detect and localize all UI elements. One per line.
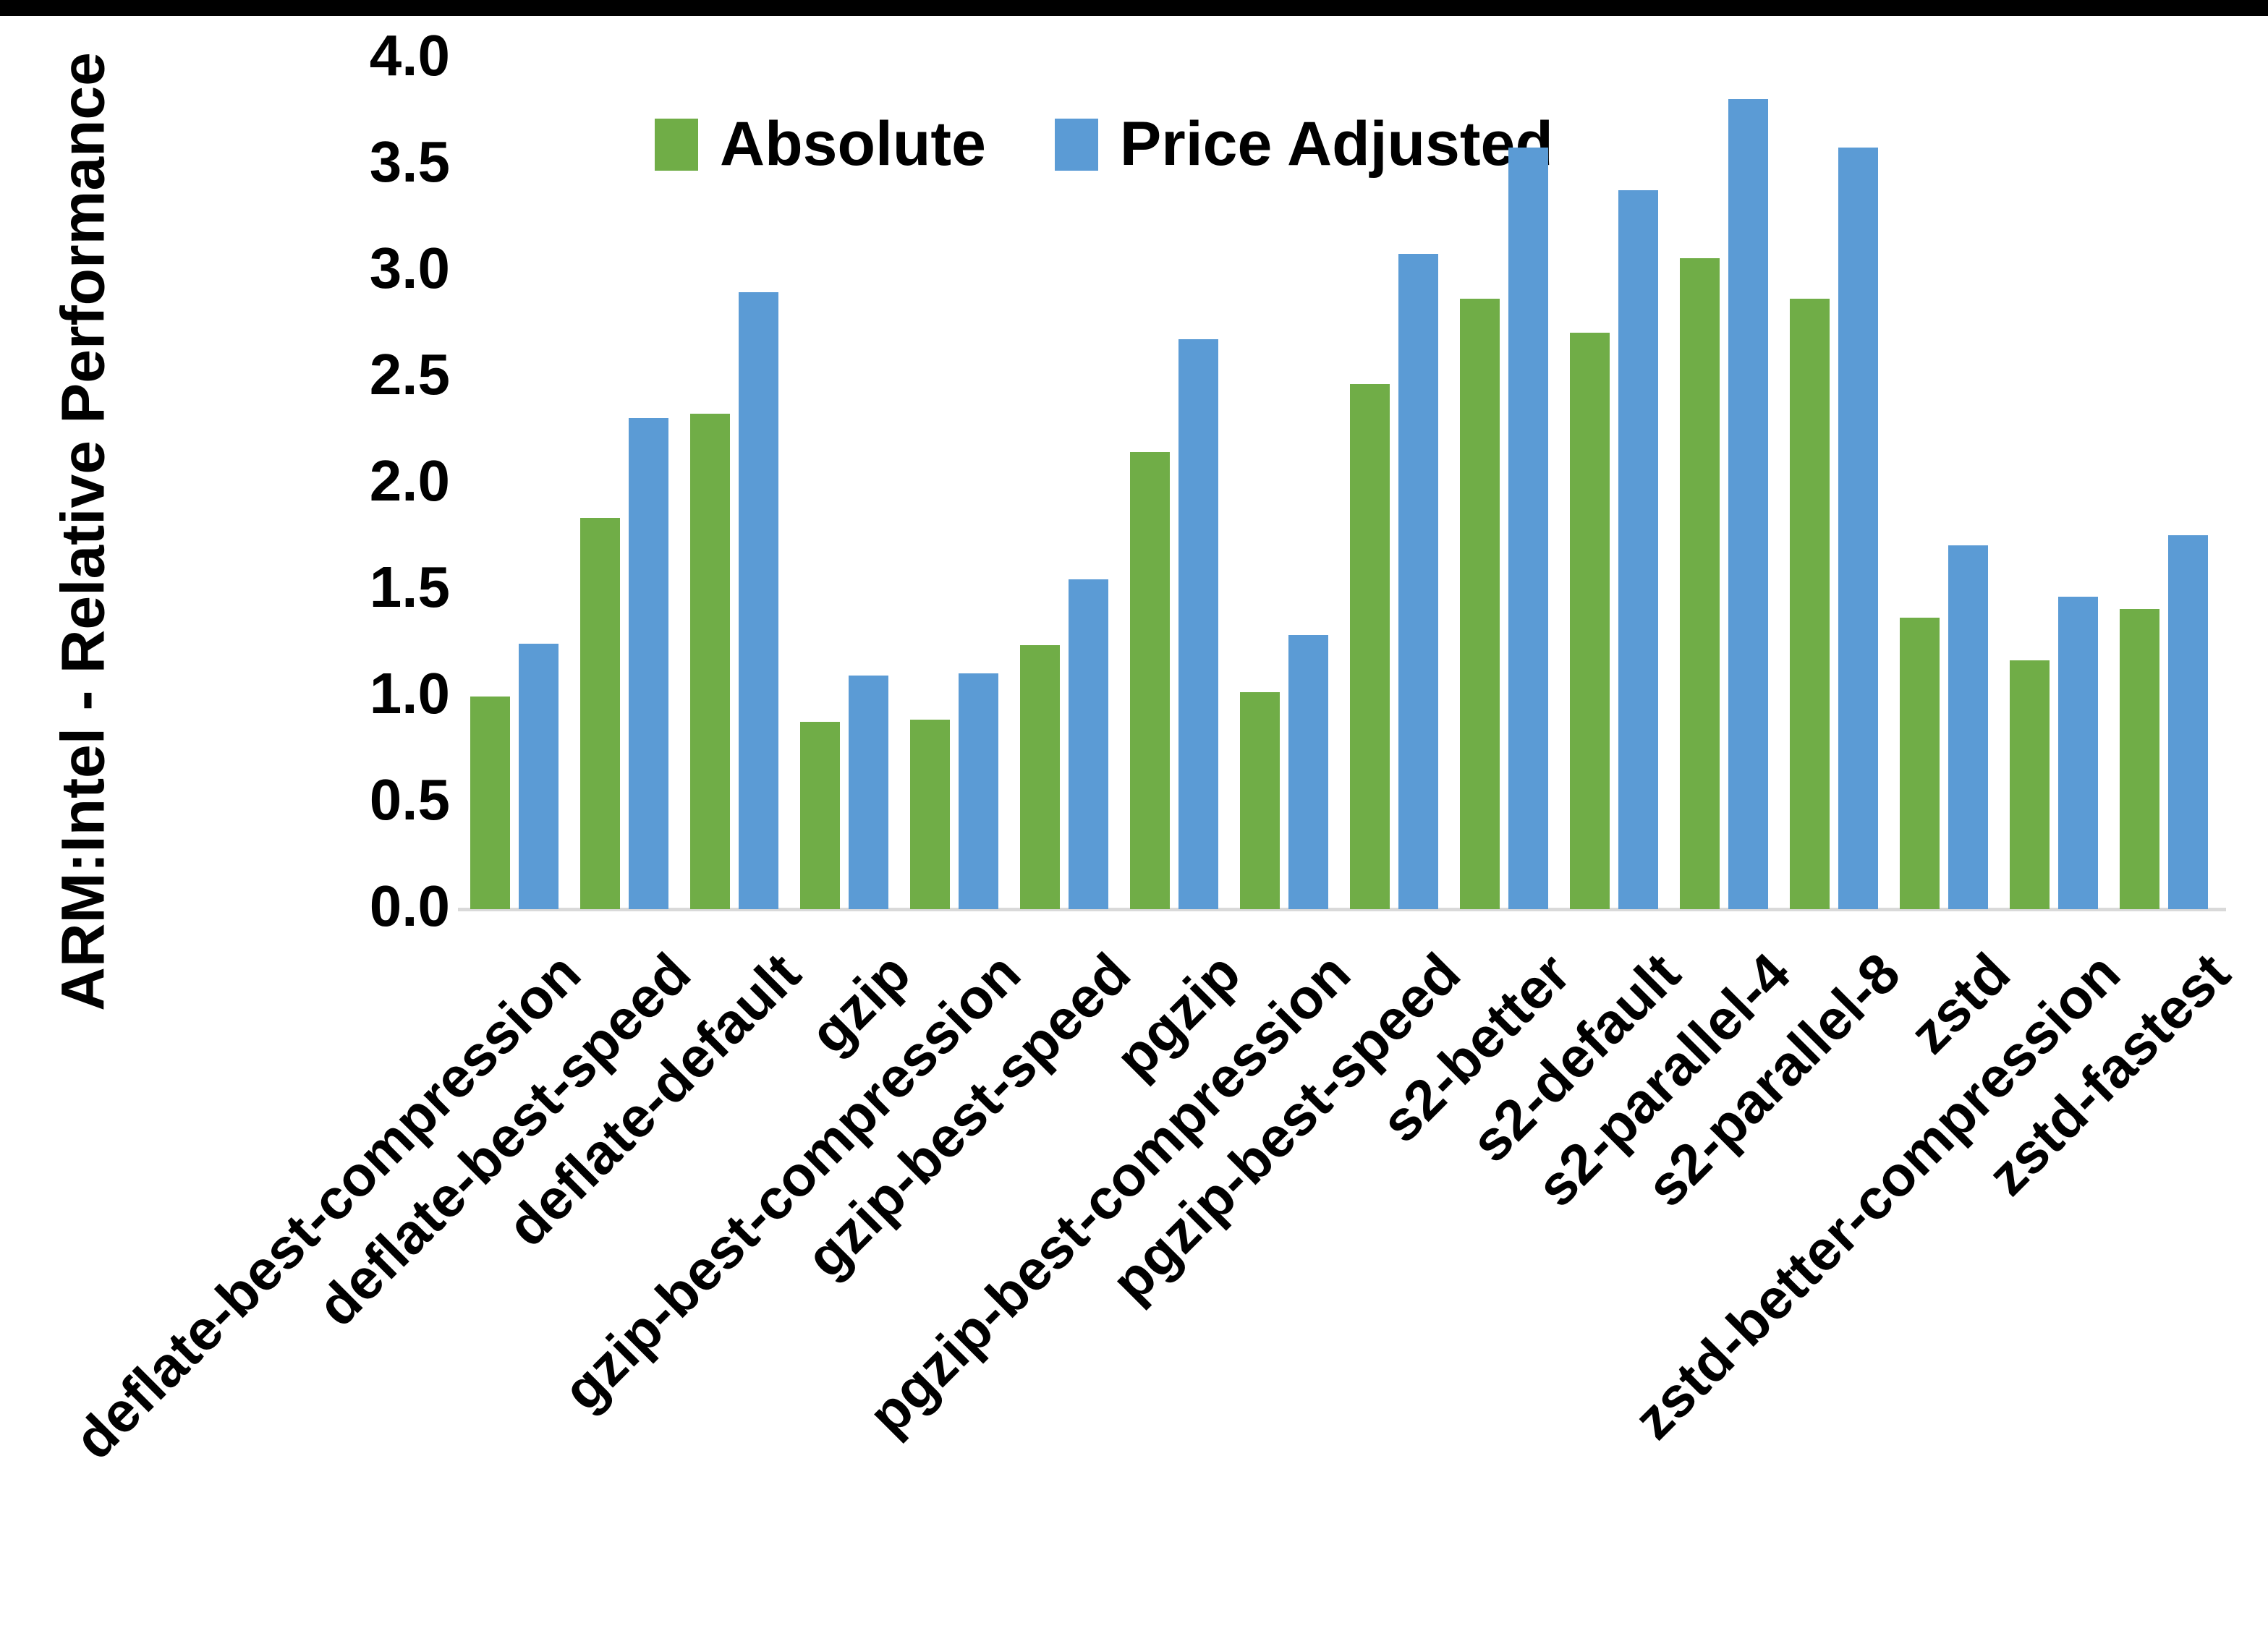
bar-absolute-zstd-fastest bbox=[2120, 609, 2159, 909]
bar-absolute-s2-parallel-8 bbox=[1790, 299, 1830, 909]
bar-absolute-s2-parallel-4 bbox=[1680, 258, 1720, 909]
bottom-border-bar bbox=[0, 0, 2268, 16]
bar-absolute-s2-better bbox=[1460, 299, 1500, 909]
legend-label-absolute: Absolute bbox=[720, 109, 986, 179]
y-axis-title: ARM:Intel - Relative Performance bbox=[48, 52, 117, 1011]
bar-absolute-deflate-default bbox=[690, 413, 730, 909]
y-tick-label-1.5: 1.5 bbox=[369, 555, 450, 619]
legend-item-price-adjusted: Price Adjusted bbox=[1054, 108, 1553, 180]
bar-price-adjusted-s2-parallel-8 bbox=[1838, 148, 1878, 909]
y-tick-label-0.0: 0.0 bbox=[369, 874, 450, 938]
legend-label-price-adjusted: Price Adjusted bbox=[1119, 109, 1553, 179]
bar-price-adjusted-deflate-default bbox=[739, 292, 778, 909]
bar-absolute-gzip-best-speed bbox=[1020, 645, 1060, 909]
bar-price-adjusted-pgzip bbox=[1178, 339, 1218, 909]
bar-absolute-pgzip-best-compression bbox=[1240, 692, 1280, 909]
legend: Absolute Price Adjusted bbox=[655, 108, 1553, 180]
bar-absolute-pgzip-best-speed bbox=[1350, 383, 1390, 909]
bar-price-adjusted-deflate-best-compression bbox=[519, 643, 558, 909]
bar-absolute-deflate-best-speed bbox=[580, 518, 620, 909]
bar-price-adjusted-zstd-fastest bbox=[2168, 534, 2208, 909]
bar-absolute-gzip-best-compression bbox=[910, 720, 950, 909]
legend-swatch-price-adjusted bbox=[1054, 118, 1098, 171]
y-tick-label-3.0: 3.0 bbox=[369, 236, 450, 300]
bar-price-adjusted-s2-parallel-4 bbox=[1728, 98, 1768, 909]
y-tick-label-2.5: 2.5 bbox=[369, 342, 450, 406]
legend-swatch-absolute bbox=[655, 118, 698, 171]
y-tick-label-3.5: 3.5 bbox=[369, 129, 450, 194]
bar-absolute-deflate-best-compression bbox=[470, 697, 510, 909]
bar-price-adjusted-zstd bbox=[1948, 545, 1988, 909]
bar-absolute-pgzip bbox=[1130, 451, 1170, 909]
bar-price-adjusted-gzip-best-speed bbox=[1069, 579, 1108, 909]
bar-price-adjusted-s2-better bbox=[1508, 148, 1548, 909]
bar-price-adjusted-pgzip-best-speed bbox=[1398, 254, 1438, 909]
y-tick-label-4.0: 4.0 bbox=[369, 23, 450, 88]
bar-absolute-zstd-better-compression bbox=[2010, 660, 2050, 909]
y-tick-label-0.5: 0.5 bbox=[369, 767, 450, 832]
bar-price-adjusted-zstd-better-compression bbox=[2058, 596, 2098, 909]
bar-absolute-gzip bbox=[800, 722, 840, 909]
bar-absolute-zstd bbox=[1900, 618, 1940, 909]
bar-absolute-s2-default bbox=[1570, 333, 1610, 909]
x-axis-baseline bbox=[458, 908, 2226, 911]
bar-price-adjusted-gzip bbox=[849, 675, 888, 909]
bar-price-adjusted-s2-default bbox=[1618, 190, 1658, 909]
bar-price-adjusted-deflate-best-speed bbox=[629, 417, 668, 909]
y-tick-label-2.0: 2.0 bbox=[369, 448, 450, 513]
legend-item-absolute: Absolute bbox=[655, 108, 986, 180]
bar-price-adjusted-pgzip-best-compression bbox=[1288, 634, 1328, 909]
bar-price-adjusted-gzip-best-compression bbox=[959, 673, 998, 909]
y-tick-label-1.0: 1.0 bbox=[369, 661, 450, 725]
